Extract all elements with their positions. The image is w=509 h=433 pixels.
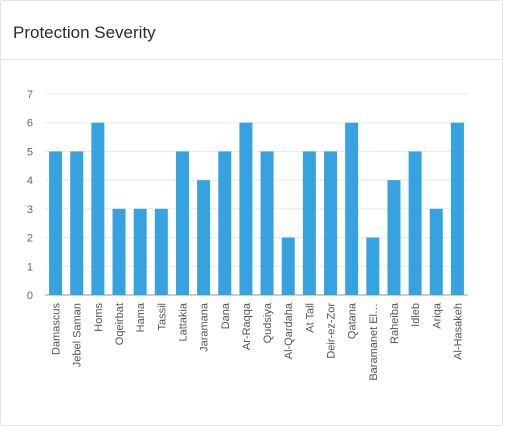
bar (218, 151, 232, 295)
x-tick-label: Al-Hasakeh (452, 303, 464, 360)
y-tick-label: 5 (27, 146, 33, 158)
bar (366, 237, 380, 295)
x-tick-label: Homs (93, 303, 105, 332)
x-tick-label: Jebel Saman (72, 303, 84, 367)
bar (133, 208, 147, 295)
x-tick-label: Qudsiya (262, 302, 274, 343)
bar (175, 151, 189, 295)
bar-chart: 0 1 2 3 4 5 6 7 Damascus Jebel Saman Homs Oqeirbat H… (27, 89, 468, 381)
x-tick-label: Hama (135, 302, 147, 332)
x-tick-label: Jaramana (199, 302, 211, 352)
bar (49, 151, 63, 295)
bar (239, 122, 253, 295)
x-tick-label: Dana (220, 302, 232, 329)
x-tick-label: Baramanet El… (368, 303, 380, 381)
bar (302, 151, 316, 295)
bar (345, 122, 359, 295)
chart-area: 0 1 2 3 4 5 6 7 Damascus Jebel Saman Homs Oqeirbat H… (1, 60, 502, 420)
y-tick-label: 7 (27, 89, 33, 101)
x-tick-label: Oqeirbat (114, 303, 126, 345)
bar (154, 208, 168, 295)
bar (281, 237, 295, 295)
y-tick-label: 4 (27, 175, 33, 187)
x-tick-label: At Tall (304, 303, 316, 333)
x-tick-label: Ariqa (431, 302, 443, 329)
bar (408, 151, 422, 295)
bar (70, 151, 84, 295)
x-tick-label: Deir-ez-Zor (326, 303, 338, 359)
x-tick-label: Qatana (347, 302, 359, 339)
x-tick-label: Idleb (410, 303, 422, 327)
chart-card: Protection Severity 0 1 2 3 4 5 6 7 Damascus Jebe… (0, 0, 503, 426)
bar (324, 151, 338, 295)
bar (91, 122, 105, 295)
bar (450, 122, 464, 295)
card-header: Protection Severity (1, 1, 502, 60)
y-tick-label: 1 (27, 261, 33, 273)
x-tick-label: Lattakia (177, 302, 189, 341)
y-tick-label: 3 (27, 204, 33, 216)
bar (260, 151, 274, 295)
bar (387, 180, 401, 295)
bar (429, 208, 443, 295)
x-tick-label: Raheiba (389, 302, 401, 344)
x-tick-label: Tassil (156, 303, 168, 331)
x-tick-label: Ar-Raqqa (241, 302, 253, 350)
y-tick-label: 0 (27, 290, 33, 302)
x-tick-label: Damascus (51, 303, 63, 355)
y-tick-label: 2 (27, 233, 33, 245)
bar (112, 208, 126, 295)
bar (197, 180, 211, 295)
y-tick-label: 6 (27, 118, 33, 130)
card-title: Protection Severity (13, 23, 156, 42)
x-tick-label: Al-Qardaha (283, 302, 295, 359)
